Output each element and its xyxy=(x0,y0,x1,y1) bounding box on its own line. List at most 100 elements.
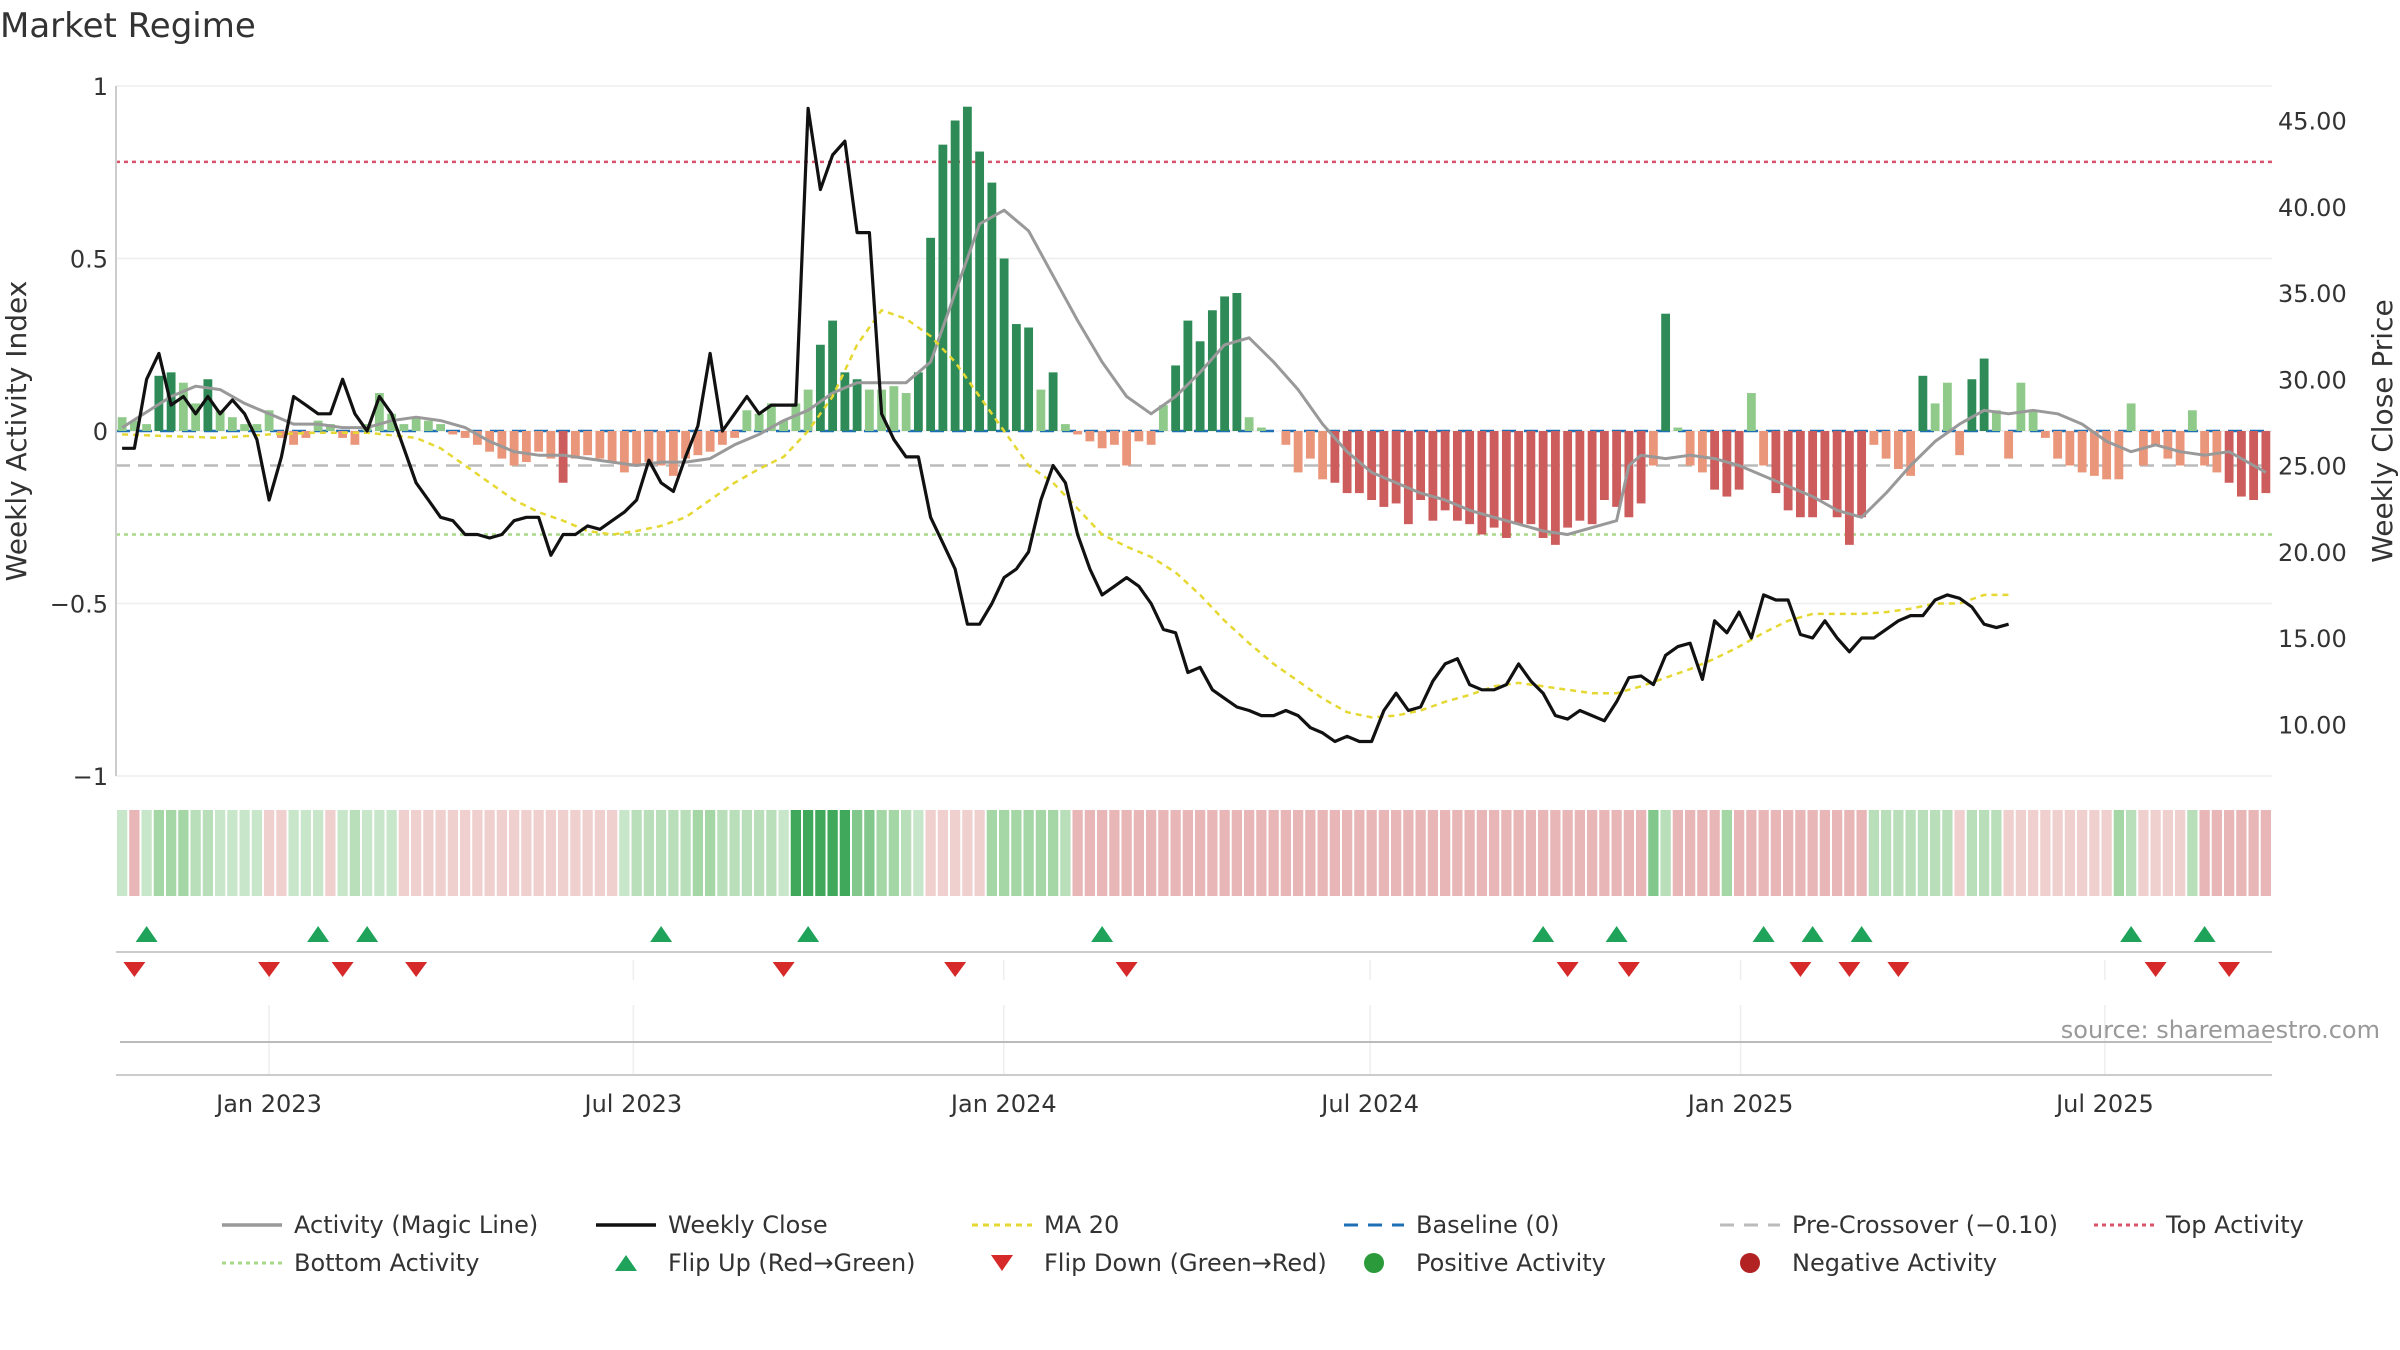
activity-bar xyxy=(1060,424,1070,431)
flip-up-marker xyxy=(307,926,330,942)
axes: 1 0.5 0 −0.5 −1 45.00 40.00 35.00 30.00 25.00 20.0… xyxy=(0,73,2399,1118)
regime-cell xyxy=(2076,810,2088,896)
regime-cell xyxy=(2064,810,2076,896)
activity-bar xyxy=(350,431,360,445)
activity-bar xyxy=(583,431,593,456)
activity-bar xyxy=(2077,431,2087,473)
regime-cell xyxy=(619,810,630,896)
activity-bar xyxy=(1330,431,1340,483)
activity-bar xyxy=(2114,431,2124,480)
regime-cell xyxy=(1648,810,1659,896)
flip-up-marker xyxy=(135,926,158,942)
activity-bar xyxy=(852,379,862,431)
activity-bar xyxy=(1477,431,1487,535)
activity-bar xyxy=(1661,313,1671,431)
regime-cell xyxy=(668,810,679,896)
regime-cell xyxy=(545,810,557,896)
flip-down-marker xyxy=(1838,962,1861,977)
activity-bar xyxy=(1955,431,1965,456)
regime-cell xyxy=(790,810,802,896)
activity-bar xyxy=(2224,431,2234,483)
regime-cell xyxy=(1403,810,1414,896)
flip-up-marker xyxy=(2193,926,2216,942)
activity-bar xyxy=(1820,431,1830,500)
activity-bar xyxy=(950,120,960,431)
activity-bar xyxy=(987,182,997,431)
regime-cell xyxy=(484,810,495,896)
activity-bar xyxy=(999,258,1009,431)
activity-bar xyxy=(142,424,152,431)
flip-up-marker xyxy=(2120,926,2143,942)
regime-cell xyxy=(1733,810,1745,896)
regime-cell xyxy=(1415,810,1426,896)
regime-cell xyxy=(1011,810,1022,896)
regime-cell xyxy=(178,810,189,896)
regime-cell xyxy=(1537,810,1549,896)
regime-cell xyxy=(631,810,642,896)
regime-cell xyxy=(1942,810,1953,896)
legend-label: Baseline (0) xyxy=(1416,1211,1560,1239)
regime-cell xyxy=(1354,810,1365,896)
regime-cell xyxy=(2211,810,2223,896)
regime-cell xyxy=(888,810,900,896)
activity-bar xyxy=(1391,431,1401,504)
activity-bar xyxy=(1440,431,1450,511)
y-right-axis-label: Weekly Close Price xyxy=(2366,299,2399,562)
activity-bar xyxy=(191,403,201,431)
regime-cell xyxy=(312,810,324,896)
legend-item-bottom: Bottom Activity xyxy=(220,1246,479,1280)
grid-layer xyxy=(116,85,2272,1075)
regime-cell xyxy=(1329,810,1341,896)
activity-bar xyxy=(240,424,250,431)
legend-label: Flip Up (Red→Green) xyxy=(668,1249,916,1277)
regime-cell xyxy=(925,810,936,896)
activity-bar xyxy=(1073,431,1083,435)
regime-cell xyxy=(753,810,765,896)
regime-cell xyxy=(1219,810,1230,896)
regime-cell xyxy=(717,810,728,896)
activity-bar xyxy=(1220,296,1230,431)
regime-cell xyxy=(827,810,838,896)
activity-bar xyxy=(1244,417,1254,431)
activity-bar xyxy=(1612,431,1622,507)
regime-cell xyxy=(1047,810,1059,896)
activity-bar xyxy=(252,424,262,431)
regime-cell xyxy=(729,810,740,896)
activity-bar xyxy=(1710,431,1720,490)
regime-cell xyxy=(1341,810,1353,896)
activity-bar xyxy=(1232,293,1242,431)
activity-bar xyxy=(926,237,936,431)
regime-cell xyxy=(1574,810,1586,896)
activity-bar xyxy=(1097,431,1107,449)
bottom-legend-swatch xyxy=(222,1261,282,1265)
regime-cell xyxy=(1268,810,1279,896)
regime-cell xyxy=(337,810,348,896)
regime-cell xyxy=(937,810,949,896)
y-left-tick-label: 1 xyxy=(93,73,108,101)
regime-cell xyxy=(1145,810,1157,896)
legend-label: Flip Down (Green→Red) xyxy=(1044,1249,1327,1277)
y-right-tick-label: 10.00 xyxy=(2278,711,2347,739)
regime-cell xyxy=(1868,810,1880,896)
x-tick-label: Jul 2025 xyxy=(2054,1090,2154,1118)
activity-bar xyxy=(889,386,899,431)
regime-cell xyxy=(1513,810,1524,896)
regime-cell xyxy=(1586,810,1598,896)
activity-bar xyxy=(1538,431,1548,538)
regime-cell xyxy=(2125,810,2137,896)
activity-bar xyxy=(644,431,654,463)
regime-cell xyxy=(374,810,385,896)
y-left-tick-label: −0.5 xyxy=(50,591,108,619)
activity-bars xyxy=(117,106,2271,545)
regime-cell xyxy=(1684,810,1696,896)
series-lines xyxy=(121,106,2267,744)
activity-bar xyxy=(264,410,274,431)
activity-bar xyxy=(227,417,237,431)
regime-cell xyxy=(2187,810,2198,896)
regime-cell xyxy=(913,810,924,896)
regime-cell xyxy=(276,810,287,896)
activity-bar xyxy=(1624,431,1634,518)
regime-cell xyxy=(1880,810,1892,896)
activity-bar xyxy=(779,420,789,431)
